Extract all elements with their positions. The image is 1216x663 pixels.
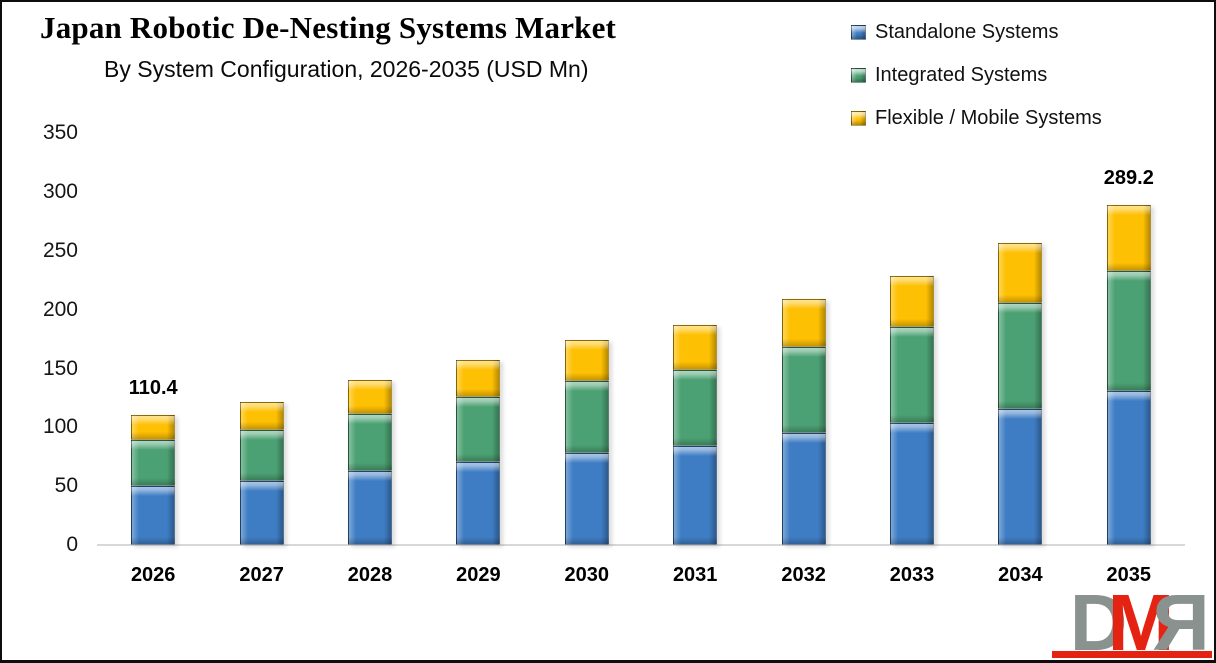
stacked-bar-2031 [673, 325, 718, 545]
bar-segment-standalone-systems-2027 [239, 480, 284, 545]
legend-marker-icon [851, 111, 866, 126]
x-axis-label-2027: 2027 [239, 564, 284, 586]
bar-segment-standalone-systems-2026 [131, 486, 176, 545]
bar-total-label-2035: 289.2 [1103, 166, 1154, 189]
stacked-bar-2035 [1106, 204, 1151, 545]
bar-segment-standalone-systems-2031 [673, 446, 718, 545]
bar-segment-integrated-systems-2033 [890, 327, 934, 423]
bar-segment-integrated-systems-2029 [456, 396, 501, 462]
legend-item-3: Flexible / Mobile Systems [851, 97, 1102, 140]
stacked-bar-2033 [890, 275, 934, 545]
bar-segment-flexible-mobile-systems-2026 [131, 415, 176, 441]
bar-segment-flexible-mobile-systems-2031 [673, 325, 718, 370]
bar-segment-integrated-systems-2028 [348, 414, 392, 472]
bar-segment-standalone-systems-2032 [781, 433, 826, 545]
logo-letter-r: R [1156, 578, 1210, 663]
legend-label: Standalone Systems [875, 21, 1059, 43]
x-axis-label-2030: 2030 [564, 564, 610, 586]
x-axis-label-2033: 2033 [889, 564, 935, 586]
legend-item-2: Integrated Systems [851, 54, 1102, 97]
stacked-bar-2032 [781, 299, 826, 545]
y-axis-tick-label: 250 [42, 239, 78, 262]
x-axis-label-2031: 2031 [672, 564, 718, 586]
legend-marker-icon [851, 68, 866, 83]
bar-segment-integrated-systems-2034 [998, 302, 1043, 410]
bar-segment-flexible-mobile-systems-2027 [239, 401, 284, 431]
bar-segment-integrated-systems-2035 [1106, 271, 1151, 391]
chart-title: Japan Robotic De-Nesting Systems Market [40, 10, 617, 45]
bar-segment-flexible-mobile-systems-2034 [998, 243, 1043, 303]
logo-underline-bar [1052, 651, 1212, 658]
bar-segment-flexible-mobile-systems-2032 [781, 299, 826, 348]
stacked-bar-2028 [348, 380, 392, 545]
y-axis-tick-label: 200 [42, 297, 78, 321]
bar-segment-standalone-systems-2035 [1106, 390, 1151, 545]
bar-total-label-2026: 110.4 [128, 377, 178, 400]
bar-segment-standalone-systems-2034 [998, 409, 1043, 545]
x-axis-label-2029: 2029 [456, 564, 501, 586]
x-axis-label-2035: 2035 [1106, 564, 1152, 586]
y-axis-tick-label: 150 [42, 356, 78, 380]
bar-segment-integrated-systems-2026 [131, 440, 176, 487]
y-axis-tick-label: 50 [54, 474, 78, 498]
bar-segment-flexible-mobile-systems-2035 [1106, 204, 1151, 271]
dmr-logo-letters: DMR [1070, 578, 1210, 663]
bar-segment-flexible-mobile-systems-2033 [890, 275, 934, 328]
dmr-logo: DMR [1012, 578, 1212, 663]
legend-label: Integrated Systems [875, 64, 1048, 86]
x-axis-label-2032: 2032 [781, 564, 826, 586]
bar-segment-flexible-mobile-systems-2030 [564, 340, 609, 381]
chart-subtitle: By System Configuration, 2026-2035 (USD … [104, 56, 589, 82]
bar-segment-integrated-systems-2030 [564, 380, 609, 453]
stacked-bar-2034 [998, 243, 1043, 545]
x-axis-line [97, 544, 1185, 546]
logo-letter-m: M [1107, 578, 1175, 663]
stacked-bar-2027 [239, 401, 284, 545]
x-axis-label-2028: 2028 [347, 564, 393, 586]
y-axis-tick-label: 100 [42, 415, 78, 439]
bar-segment-flexible-mobile-systems-2029 [456, 359, 501, 397]
bar-segment-integrated-systems-2032 [781, 347, 826, 434]
stacked-bar-2029 [456, 359, 501, 545]
bar-segment-standalone-systems-2029 [456, 461, 501, 545]
legend-label: Flexible / Mobile Systems [875, 107, 1102, 129]
y-axis-tick-label: 0 [66, 533, 78, 556]
legend-marker-icon [851, 25, 866, 40]
bar-segment-integrated-systems-2031 [673, 369, 718, 447]
legend-item-1: Standalone Systems [851, 11, 1102, 54]
y-axis-tick-label: 300 [42, 180, 78, 204]
stacked-bar-2026 [131, 415, 176, 545]
bar-segment-standalone-systems-2028 [348, 471, 392, 545]
x-axis-label-2026: 2026 [130, 564, 176, 586]
logo-letter-d: D [1069, 578, 1128, 663]
bar-segment-standalone-systems-2033 [890, 422, 934, 545]
stacked-bar-2030 [564, 340, 609, 545]
bar-segment-integrated-systems-2027 [239, 430, 284, 481]
bar-segment-flexible-mobile-systems-2028 [348, 380, 392, 415]
legend: Standalone Systems Integrated Systems Flex… [851, 11, 1102, 140]
x-axis-label-2034: 2034 [998, 564, 1043, 586]
bar-segment-standalone-systems-2030 [564, 452, 609, 545]
y-axis-tick-label: 350 [42, 121, 78, 145]
